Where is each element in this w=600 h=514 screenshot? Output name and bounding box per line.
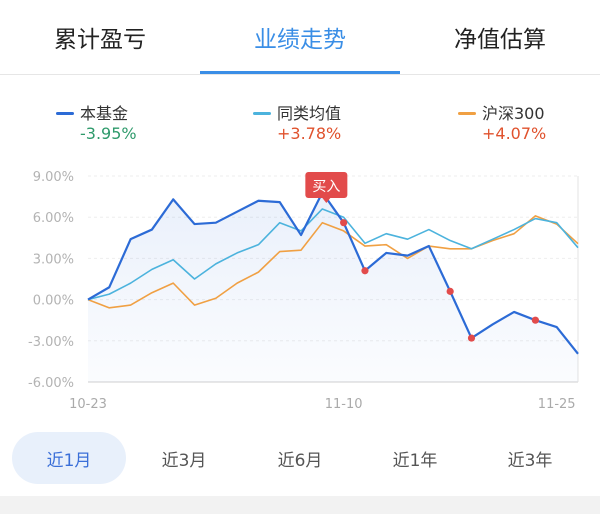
y-tick-label: -3.00% — [28, 335, 74, 350]
period-3m-button[interactable]: 近3月 — [161, 450, 207, 471]
period-selector: 近1月 近3月 近6月 近1年 近3年 — [0, 432, 600, 488]
legend-label: 本基金 — [80, 104, 129, 123]
period-1y-button[interactable]: 近1年 — [392, 450, 438, 471]
y-tick-label: 9.00% — [33, 170, 74, 185]
x-tick-label: 11-25 — [538, 397, 576, 412]
trade-point — [467, 334, 476, 342]
tab-cumulative-pnl[interactable]: 累计盈亏 — [54, 27, 146, 53]
trade-point — [361, 267, 369, 275]
y-tick-label: 3.00% — [33, 252, 74, 267]
series-line-1 — [87, 208, 579, 301]
bottom-divider — [0, 496, 600, 514]
trade-point — [446, 287, 454, 295]
buy-marker: 买入 — [305, 172, 348, 203]
buy-tag-label: 买入 — [312, 179, 340, 195]
legend-value: -3.95% — [80, 124, 137, 143]
legend-swatch — [458, 112, 476, 115]
trade-point — [531, 316, 539, 324]
active-tab-indicator — [200, 71, 400, 74]
tab-performance-trend[interactable]: 业绩走势 — [254, 27, 346, 53]
period-3y-button[interactable]: 近3年 — [507, 450, 553, 471]
period-6m-button[interactable]: 近6月 — [277, 450, 323, 471]
performance-line-chart: 9.00% 6.00% 3.00% 0.00% -3.00% -6.00% 10-23 11-… — [28, 170, 579, 412]
x-tick-label: 11-10 — [325, 397, 363, 412]
x-tick-label: 10-23 — [69, 397, 107, 412]
buy-tag-pointer — [322, 198, 331, 203]
legend-value: +4.07% — [482, 124, 547, 143]
legend-label: 沪深300 — [482, 104, 545, 123]
legend-swatch — [253, 112, 271, 115]
series-line-0 — [87, 191, 579, 355]
y-tick-label: 6.00% — [33, 211, 74, 226]
y-tick-label: -6.00% — [28, 376, 74, 391]
trade-point — [340, 219, 348, 227]
period-1m-button[interactable]: 近1月 — [12, 432, 126, 484]
legend-label: 同类均值 — [277, 104, 342, 123]
y-tick-label: 0.00% — [33, 294, 74, 309]
tab-nav-estimate[interactable]: 净值估算 — [454, 27, 546, 53]
fund-area-fill — [88, 192, 578, 382]
chart-legend: 本基金 -3.95% 同类均值 +3.78% 沪深300 +4.07% — [0, 100, 600, 150]
legend-value: +3.78% — [277, 124, 342, 143]
series-line-2 — [87, 215, 579, 309]
buy-tag-bg — [305, 172, 348, 198]
legend-swatch — [56, 112, 74, 115]
tab-bar: 累计盈亏 业绩走势 净值估算 — [0, 0, 600, 75]
